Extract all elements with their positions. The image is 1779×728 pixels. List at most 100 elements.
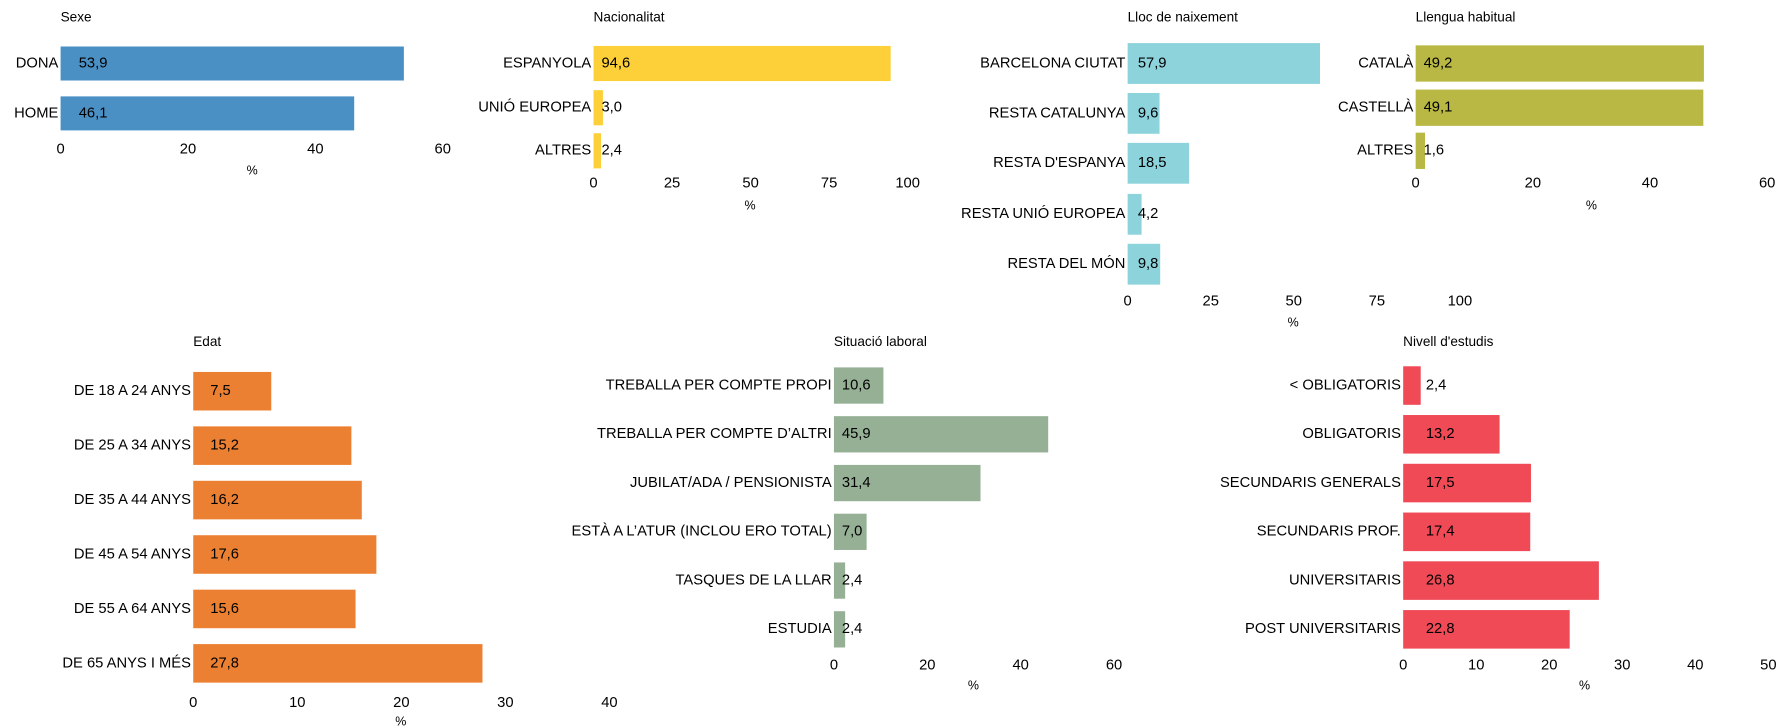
bar bbox=[60, 46, 404, 81]
category-label: ALTRES bbox=[535, 143, 591, 159]
x-tick-label: 40 bbox=[1642, 176, 1658, 192]
x-tick-label: 75 bbox=[1369, 294, 1385, 310]
x-axis-label: % bbox=[395, 715, 406, 728]
bar bbox=[593, 45, 891, 82]
category-label: UNIVERSITARIS bbox=[1289, 572, 1401, 588]
category-label: RESTA DEL MÓN bbox=[1007, 255, 1125, 272]
chart-title: Nivell d'estudis bbox=[1403, 334, 1493, 349]
bar bbox=[193, 480, 362, 520]
chart-title: Edat bbox=[193, 334, 221, 349]
value-label: 13,2 bbox=[1426, 426, 1455, 442]
bar-chart: Llengua habitual CATALÀ 49,2 CASTELLÀ 49,1 AL… bbox=[1338, 10, 1775, 213]
x-tick-label: 60 bbox=[435, 142, 451, 158]
value-label: 3,0 bbox=[601, 100, 621, 116]
x-tick-label: 20 bbox=[1525, 176, 1541, 192]
x-tick-label: 0 bbox=[1412, 176, 1420, 192]
value-label: 22,8 bbox=[1426, 621, 1455, 637]
value-label: 53,9 bbox=[79, 55, 108, 71]
category-label: RESTA UNIÓ EUROPEA bbox=[961, 205, 1125, 222]
category-label: SECUNDARIS PROF. bbox=[1257, 524, 1401, 540]
bar bbox=[193, 426, 352, 465]
value-label: 17,5 bbox=[1426, 475, 1455, 491]
bar-chart: Sexe DONA 53,9 HOME 46,1 0 20 40 60% bbox=[14, 10, 451, 178]
category-label: DONA bbox=[16, 55, 59, 71]
value-label: 15,2 bbox=[210, 438, 239, 454]
x-tick-label: 50 bbox=[742, 176, 758, 192]
x-axis-label: % bbox=[744, 199, 755, 213]
bar bbox=[833, 562, 846, 599]
x-tick-label: 0 bbox=[189, 695, 197, 711]
bar bbox=[1403, 512, 1531, 552]
x-tick-label: 20 bbox=[1541, 658, 1557, 674]
value-label: 26,8 bbox=[1426, 572, 1455, 588]
bar bbox=[1127, 142, 1190, 184]
value-label: 2,4 bbox=[842, 621, 862, 637]
value-label: 2,4 bbox=[1426, 377, 1446, 393]
bar bbox=[833, 416, 1049, 453]
category-label: RESTA CATALUNYA bbox=[989, 105, 1126, 121]
value-label: 17,6 bbox=[210, 546, 239, 562]
bar bbox=[1415, 132, 1426, 169]
x-tick-label: 20 bbox=[919, 658, 935, 674]
category-label: ESPANYOLA bbox=[503, 55, 591, 71]
bar bbox=[1415, 45, 1704, 82]
value-label: 49,2 bbox=[1424, 55, 1453, 71]
value-label: 18,5 bbox=[1138, 155, 1167, 171]
x-tick-label: 0 bbox=[830, 658, 838, 674]
category-label: SECUNDARIS GENERALS bbox=[1220, 475, 1401, 491]
bar bbox=[193, 371, 272, 411]
value-label: 9,8 bbox=[1138, 256, 1158, 272]
x-tick-label: 40 bbox=[1687, 658, 1703, 674]
category-label: DE 65 ANYS I MÉS bbox=[62, 654, 191, 671]
bar bbox=[193, 589, 356, 629]
x-axis-label: % bbox=[247, 164, 258, 178]
bar bbox=[193, 644, 483, 683]
value-label: 15,6 bbox=[210, 601, 239, 617]
bar-chart: Situació laboral TREBALLA PER COMPTE PROP… bbox=[572, 334, 1123, 692]
chart-title: Sexe bbox=[61, 10, 92, 25]
value-label: 7,5 bbox=[210, 383, 230, 399]
bar bbox=[833, 367, 884, 404]
bar bbox=[1403, 610, 1570, 649]
x-tick-label: 10 bbox=[1468, 658, 1484, 674]
x-tick-label: 20 bbox=[180, 142, 196, 158]
x-tick-label: 0 bbox=[589, 176, 597, 192]
value-label: 94,6 bbox=[601, 55, 630, 71]
x-tick-label: 100 bbox=[895, 176, 920, 192]
category-label: OBLIGATORIS bbox=[1302, 426, 1401, 442]
bar bbox=[1403, 415, 1500, 454]
x-tick-label: 40 bbox=[307, 142, 323, 158]
bar-chart: Nacionalitat ESPANYOLA 94,6 UNIÓ EUROPEA 3,0… bbox=[478, 10, 920, 213]
bar-chart: Lloc de naixement BARCELONA CIUTAT 57,9 RES… bbox=[961, 10, 1472, 330]
category-label: DE 25 A 34 ANYS bbox=[74, 438, 191, 454]
category-label: ESTUDIA bbox=[768, 621, 832, 637]
value-label: 4,2 bbox=[1138, 206, 1158, 222]
category-label: DE 35 A 44 ANYS bbox=[74, 492, 191, 508]
x-tick-label: 20 bbox=[393, 695, 409, 711]
category-label: ALTRES bbox=[1357, 143, 1413, 159]
value-label: 17,4 bbox=[1426, 524, 1455, 540]
x-axis-label: % bbox=[1586, 199, 1597, 213]
value-label: 45,9 bbox=[842, 426, 871, 442]
category-label: RESTA D'ESPANYA bbox=[993, 155, 1125, 171]
category-label: TREBALLA PER COMPTE D’ALTRI bbox=[597, 426, 832, 442]
x-tick-label: 0 bbox=[56, 142, 64, 158]
category-label: JUBILAT/ADA / PENSIONISTA bbox=[630, 475, 832, 491]
x-tick-label: 25 bbox=[1202, 294, 1218, 310]
value-label: 1,6 bbox=[1424, 143, 1444, 159]
value-label: 9,6 bbox=[1138, 105, 1158, 121]
value-label: 27,8 bbox=[210, 655, 239, 671]
chart-title: Nacionalitat bbox=[594, 10, 665, 25]
x-tick-label: 60 bbox=[1759, 176, 1775, 192]
category-label: HOME bbox=[14, 105, 58, 121]
category-label: BARCELONA CIUTAT bbox=[980, 55, 1125, 71]
category-label: DE 18 A 24 ANYS bbox=[74, 383, 191, 399]
bar bbox=[1403, 366, 1421, 405]
x-axis-label: % bbox=[968, 678, 979, 692]
x-tick-label: 30 bbox=[1614, 658, 1630, 674]
bar bbox=[1403, 561, 1599, 600]
bar bbox=[1415, 89, 1704, 126]
bar bbox=[1127, 92, 1160, 134]
x-tick-label: 75 bbox=[821, 176, 837, 192]
